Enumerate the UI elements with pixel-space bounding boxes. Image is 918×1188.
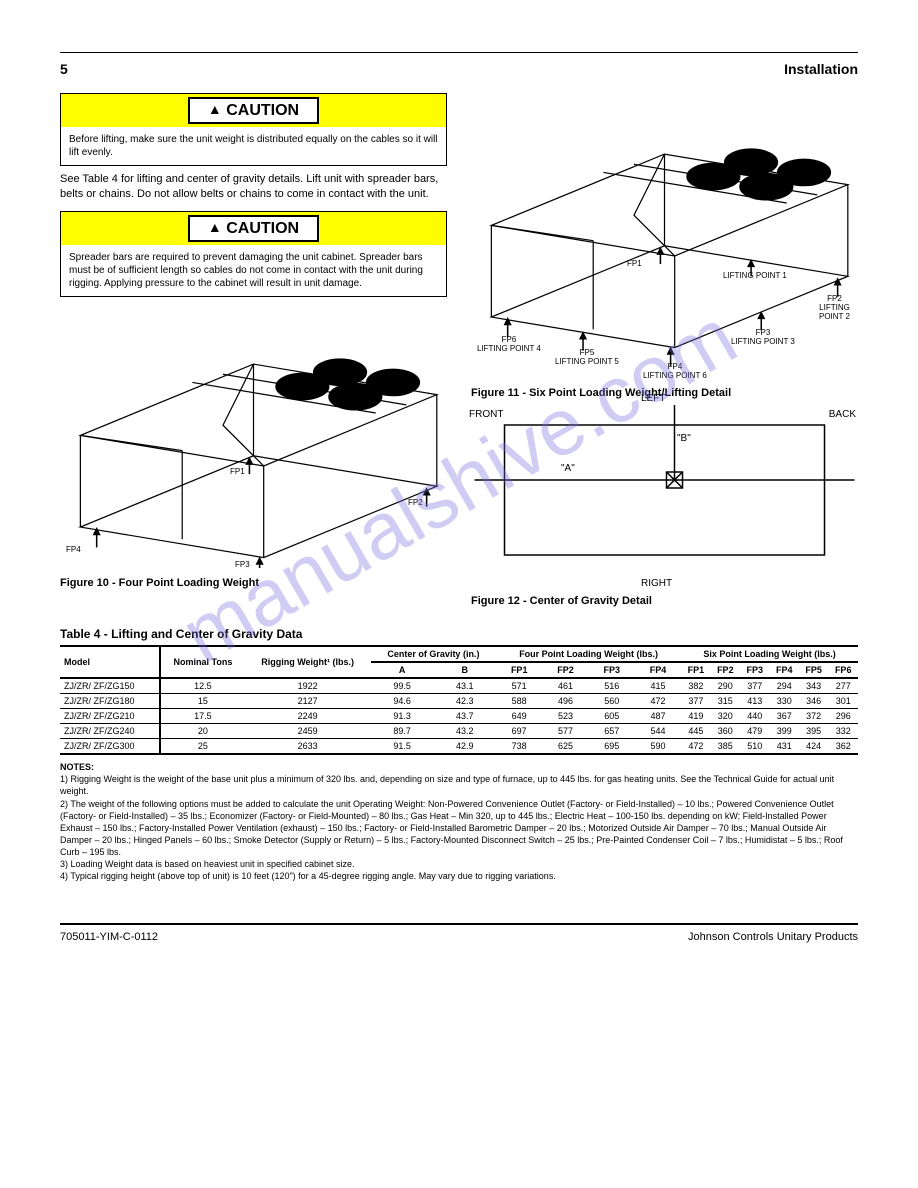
caution-body-2: Spreader bars are required to prevent da…	[61, 245, 446, 296]
cg-diagram	[471, 405, 858, 585]
note-3: 3) Loading Weight data is based on heavi…	[60, 858, 858, 870]
th-four: Four Point Loading Weight (lbs.)	[496, 646, 681, 662]
th-cg: Center of Gravity (in.)	[371, 646, 496, 662]
caution-box-1: ▲ CAUTION Before lifting, make sure the …	[60, 93, 447, 166]
fig11-fp3: FP3LIFTING POINT 3	[731, 329, 795, 347]
note-1: 1) Rigging Weight is the weight of the b…	[60, 773, 858, 797]
cg-b: "B"	[677, 433, 691, 444]
fig10-fp3: FP3	[235, 561, 250, 570]
th-4-fp4: FP4	[635, 662, 681, 678]
section-name: Installation	[784, 61, 858, 77]
cg-front: FRONT	[469, 409, 503, 420]
figure-10: FP4 FP3 FP2 FP1	[60, 303, 447, 573]
caution-body-1: Before lifting, make sure the unit weigh…	[61, 127, 446, 165]
table-row: ZJ/ZR/ ZF/ZG15012.5192299.543.1571461516…	[60, 678, 858, 694]
caution-head-2: ▲ CAUTION	[61, 212, 446, 245]
figure-10-caption: Figure 10 - Four Point Loading Weight	[60, 577, 447, 589]
th-6-fp5: FP5	[799, 662, 828, 678]
caution-label-2: ▲ CAUTION	[188, 215, 319, 242]
cg-back: BACK	[829, 409, 856, 420]
fig10-fp2: FP2	[408, 499, 423, 508]
footer-issue: Johnson Controls Unitary Products	[688, 931, 858, 943]
table-row: ZJ/ZR/ ZF/ZG30025263391.542.973862569559…	[60, 739, 858, 755]
warning-icon: ▲	[208, 101, 222, 117]
note-4: 4) Typical rigging height (above top of …	[60, 870, 858, 882]
caution-label-1: ▲ CAUTION	[188, 97, 319, 124]
figure-11: FP6LIFTING POINT 4 FP5LIFTING POINT 5 FP…	[471, 93, 858, 383]
warning-icon: ▲	[208, 219, 222, 235]
table-row: ZJ/ZR/ ZF/ZG18015212794.642.358849656047…	[60, 694, 858, 709]
th-b: B	[433, 662, 496, 678]
fig11-lp1: LIFTING POINT 1	[723, 272, 787, 281]
note-2: 2) The weight of the following options m…	[60, 798, 858, 859]
th-a: A	[371, 662, 434, 678]
cg-left: LEFT	[641, 393, 665, 404]
table-4-notes: NOTES: 1) Rigging Weight is the weight o…	[60, 761, 858, 882]
th-6-fp4: FP4	[770, 662, 799, 678]
unit-iso-4pt	[60, 303, 447, 568]
notes-header: NOTES:	[60, 761, 858, 773]
th-6-fp1: FP1	[681, 662, 710, 678]
caution-box-2: ▲ CAUTION Spreader bars are required to …	[60, 211, 447, 297]
table-row: ZJ/ZR/ ZF/ZG24020245989.743.269757765754…	[60, 724, 858, 739]
fig11-fp1: FP1	[627, 260, 642, 269]
table-4-title: Table 4 - Lifting and Center of Gravity …	[60, 627, 858, 641]
footer-spec: 705011-YIM-C-0112	[60, 931, 158, 943]
fig10-fp4: FP4	[66, 546, 81, 555]
fig11-fp5: FP5LIFTING POINT 5	[555, 349, 619, 367]
table-4: Model Nominal Tons Rigging Weight¹ (lbs.…	[60, 645, 858, 755]
th-4-fp2: FP2	[542, 662, 588, 678]
cg-right: RIGHT	[641, 578, 672, 589]
th-4-fp3: FP3	[589, 662, 635, 678]
page-number: 5	[60, 61, 68, 77]
th-6-fp3: FP3	[740, 662, 769, 678]
fig11-fp6: FP6LIFTING POINT 4	[477, 336, 541, 354]
table-row: ZJ/ZR/ ZF/ZG21017.5224991.343.7649523605…	[60, 709, 858, 724]
th-rigging: Rigging Weight¹ (lbs.)	[244, 646, 370, 678]
th-4-fp1: FP1	[496, 662, 542, 678]
caution-head-1: ▲ CAUTION	[61, 94, 446, 127]
th-6-fp2: FP2	[711, 662, 740, 678]
header-divider	[60, 52, 858, 53]
th-6-fp6: FP6	[828, 662, 858, 678]
fig11-fp2: FP2LIFTING POINT 2	[811, 295, 858, 321]
fig11-fp4: FP4LIFTING POINT 6	[643, 363, 707, 381]
figure-12: FRONT BACK LEFT RIGHT "A" "B"	[471, 405, 858, 585]
cg-a: "A"	[561, 463, 575, 474]
th-model: Model	[60, 646, 160, 678]
paragraph-lifting: See Table 4 for lifting and center of gr…	[60, 172, 447, 203]
th-tons: Nominal Tons	[160, 646, 244, 678]
th-six: Six Point Loading Weight (lbs.)	[681, 646, 858, 662]
figure-12-caption: Figure 12 - Center of Gravity Detail	[471, 595, 858, 607]
fig10-fp1: FP1	[230, 468, 245, 477]
